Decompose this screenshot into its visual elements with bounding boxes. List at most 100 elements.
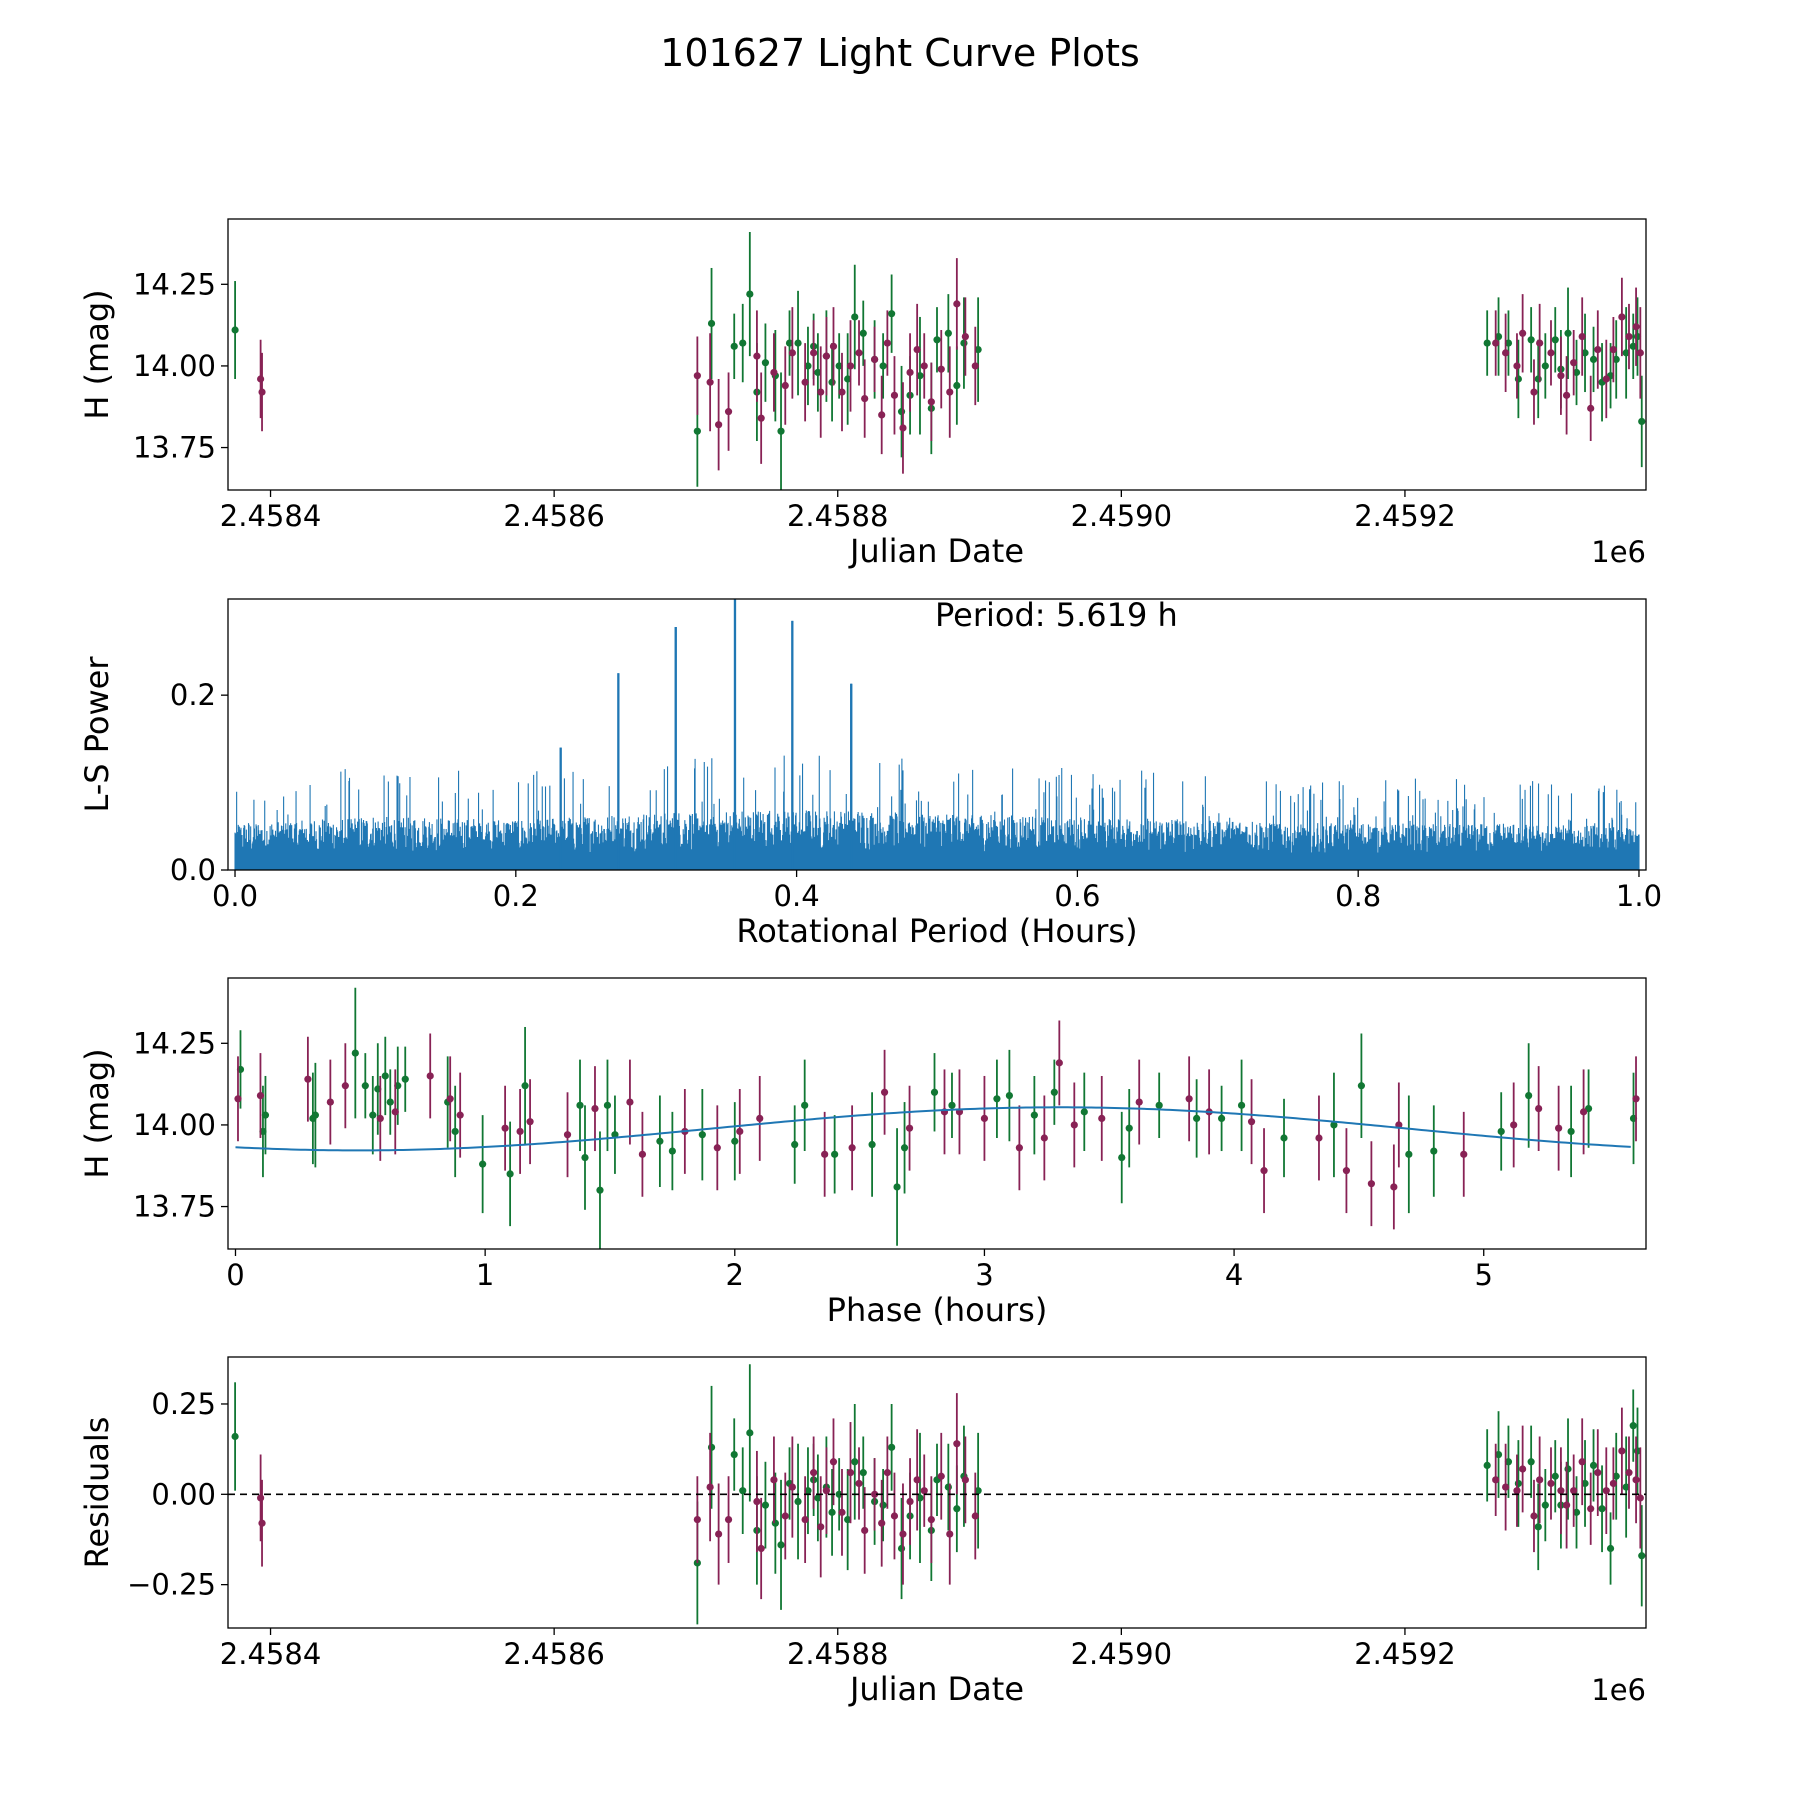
data-point (1618, 1447, 1626, 1455)
data-point (861, 394, 869, 403)
data-point (1536, 1476, 1544, 1484)
data-point (1483, 1461, 1491, 1469)
data-point (838, 388, 846, 396)
data-point (1237, 1101, 1246, 1109)
data-point (814, 1494, 822, 1502)
data-point (804, 362, 812, 370)
data-point (1030, 1111, 1038, 1119)
data-point (788, 1483, 796, 1491)
data-point (897, 1544, 906, 1553)
data-point (730, 1450, 738, 1459)
data-point (1564, 329, 1572, 337)
data-point (401, 1075, 409, 1083)
data-point (777, 1541, 785, 1549)
data-point (1535, 1105, 1543, 1113)
data-point (258, 388, 266, 396)
data-point (1589, 355, 1598, 363)
x-offset-label: 1e6 (1591, 535, 1646, 569)
y-tick-label: 0.2 (170, 678, 216, 712)
data-point (880, 1088, 889, 1096)
data-point (1185, 1095, 1193, 1103)
data-point (913, 346, 921, 354)
data-point (1629, 1422, 1637, 1430)
data-point (1217, 1114, 1226, 1122)
y-tick-label: 14.00 (133, 1108, 216, 1142)
data-point (1547, 349, 1555, 357)
data-point (1494, 332, 1503, 341)
data-point (953, 381, 961, 390)
data-point (446, 1095, 454, 1103)
data-point (1636, 1494, 1644, 1502)
data-point (814, 368, 822, 377)
data-point (1502, 1483, 1510, 1491)
x-tick-label: 0.6 (1054, 879, 1100, 913)
figure-title: 101627 Light Curve Plots (660, 31, 1140, 75)
data-point (1581, 1479, 1589, 1488)
data-point (1504, 339, 1513, 347)
y-tick-label: 0.00 (151, 1477, 216, 1511)
data-point (831, 1150, 839, 1158)
y-tick-label: −0.25 (127, 1568, 216, 1602)
data-point (888, 310, 896, 318)
data-point (1525, 1091, 1533, 1100)
data-point (851, 1458, 859, 1466)
data-point (479, 1160, 487, 1168)
periodogram-line (234, 599, 1640, 870)
data-point (1612, 1472, 1620, 1480)
data-point (1564, 1465, 1572, 1473)
data-point (668, 1147, 676, 1155)
data-point (1578, 332, 1586, 341)
data-point (1015, 1144, 1023, 1152)
period-annotation: Period: 5.619 h (935, 596, 1178, 634)
x-tick-label: 2.4584 (220, 1637, 321, 1671)
data-point (257, 1494, 265, 1502)
data-point (1005, 1091, 1013, 1100)
data-point (506, 1170, 514, 1178)
data-point (1357, 1082, 1366, 1090)
plot-area (228, 1364, 1646, 1625)
x-tick-label: 2.4590 (1071, 499, 1172, 533)
data-point (746, 1429, 754, 1437)
data-point (946, 1530, 954, 1538)
data-point (1247, 1118, 1256, 1126)
data-point (920, 1487, 928, 1495)
data-point (526, 1118, 534, 1126)
data-point (785, 339, 794, 347)
data-point (953, 1505, 961, 1513)
data-point (1280, 1134, 1288, 1142)
data-point (822, 1487, 830, 1495)
data-point (234, 1095, 242, 1103)
y-tick-label: 14.00 (133, 349, 216, 383)
data-point (1551, 336, 1559, 344)
data-point (890, 1512, 899, 1520)
x-tick-label: 2.4584 (220, 499, 321, 533)
data-point (920, 362, 928, 370)
data-point (1594, 1469, 1602, 1477)
y-tick-label: 14.25 (133, 1026, 216, 1060)
data-point (861, 1526, 869, 1535)
data-point (927, 1516, 935, 1524)
x-tick-label: 2.4592 (1354, 1637, 1455, 1671)
data-point (810, 349, 818, 357)
x-tick-label: 2.4588 (787, 1637, 888, 1671)
data-point (1055, 1059, 1063, 1067)
data-point (693, 427, 701, 435)
data-point (713, 1144, 721, 1152)
data-point (591, 1105, 599, 1113)
data-point (948, 1101, 956, 1109)
data-point (905, 1124, 914, 1132)
data-point (746, 290, 754, 298)
data-point (761, 1501, 770, 1509)
model-fit-line (235, 1106, 1631, 1152)
x-tick-label: 2.4588 (787, 499, 888, 533)
data-point (953, 1440, 961, 1448)
data-point (1581, 349, 1589, 357)
data-point (1527, 1458, 1535, 1466)
data-point (693, 1516, 701, 1524)
data-point (1098, 1114, 1106, 1122)
data-point (1534, 375, 1542, 383)
data-point (1504, 1458, 1513, 1466)
data-point (1513, 1487, 1521, 1495)
x-tick-label: 2.4590 (1071, 1637, 1172, 1671)
data-point (1367, 1180, 1375, 1188)
